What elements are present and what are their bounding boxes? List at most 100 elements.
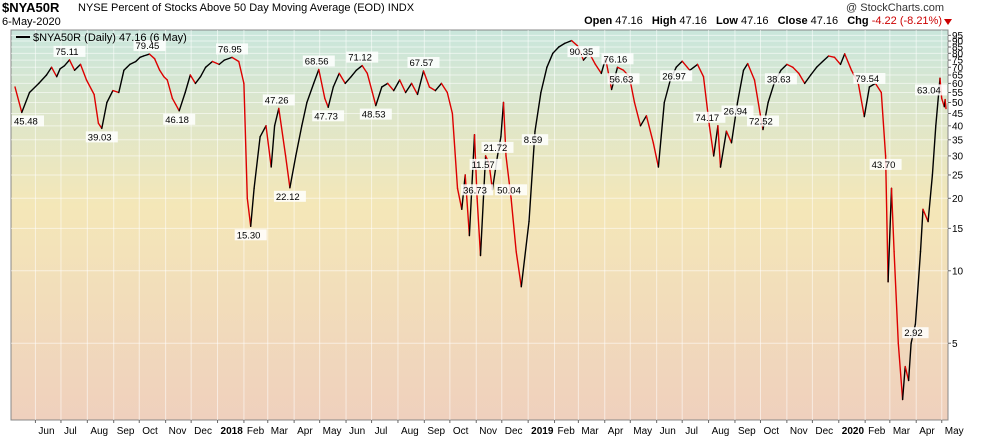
y-tick-label: 20	[952, 194, 964, 205]
x-tick-label: Mar	[581, 426, 599, 437]
annotation-box	[163, 113, 196, 125]
series-segment	[689, 63, 699, 72]
annotation-box	[359, 108, 392, 120]
y-tick-label: 60	[952, 79, 964, 90]
close-value: 47.16	[810, 15, 839, 27]
series-segment	[708, 125, 715, 157]
series-segment	[675, 60, 683, 69]
x-tick-label: Apr	[608, 426, 624, 437]
series-segment	[416, 70, 425, 96]
series-segment	[931, 125, 937, 176]
annotation-label: 50.04	[497, 185, 521, 196]
series-segment	[45, 66, 53, 76]
series-segment	[681, 60, 691, 72]
series-segment	[381, 82, 389, 88]
series-segment	[153, 58, 161, 72]
series-segment	[101, 101, 108, 130]
series-segment	[767, 82, 775, 104]
y-tick-label: 65	[952, 71, 964, 82]
x-tick-label: Jul	[64, 426, 77, 437]
x-tick-label: 2020	[842, 426, 865, 437]
x-tick-label: May	[323, 426, 342, 437]
annotation-label: 63.04	[917, 85, 941, 96]
annotation-box	[302, 55, 335, 67]
series-segment	[833, 56, 842, 66]
series-segment	[350, 69, 357, 78]
annotation-box	[216, 43, 248, 55]
series-segment	[904, 365, 910, 382]
series-segment	[199, 66, 207, 78]
series-segment	[747, 62, 756, 81]
series-segment	[890, 187, 895, 253]
series-segment	[318, 68, 326, 100]
x-tick-label: Feb	[247, 426, 265, 437]
x-tick-label: May	[633, 426, 652, 437]
series-segment	[106, 89, 114, 104]
series-segment	[476, 197, 482, 257]
series-segment	[184, 74, 192, 94]
series-segment	[259, 125, 267, 138]
annotation-box	[234, 229, 267, 241]
series-segment	[68, 59, 76, 72]
annotation-box	[567, 46, 600, 58]
series-segment	[129, 60, 137, 66]
annotation-box	[915, 84, 947, 96]
series-segment	[510, 197, 517, 253]
series-segment	[821, 55, 830, 63]
series-segment	[399, 79, 407, 94]
annotations: 45.48 75.11 39.03 79.45 46.18 76.95 15.30 47.26…	[12, 40, 947, 339]
series-segment	[189, 74, 197, 85]
series-segment	[371, 91, 377, 107]
series-segment	[786, 63, 794, 69]
annotation-label: 26.97	[662, 71, 686, 82]
series-segment	[135, 56, 141, 63]
series-segment	[534, 91, 542, 132]
x-tick-label: Oct	[142, 426, 158, 437]
y-tick-label: 85	[952, 42, 964, 53]
series-segment	[85, 79, 95, 96]
series-segment	[324, 97, 329, 109]
chg-label: Chg	[847, 15, 869, 27]
x-tick-label: 2018	[221, 426, 244, 437]
series-segment	[284, 155, 291, 189]
series-segment	[893, 250, 899, 344]
series-segment	[844, 53, 853, 72]
series-segment	[725, 130, 733, 144]
series-segment	[552, 46, 560, 54]
ohlc-readout: Open 47.16 High 47.16 Low 47.16 Close 47…	[584, 15, 948, 27]
series-segment	[884, 155, 889, 283]
annotation-box	[607, 73, 640, 85]
series-segment	[332, 72, 340, 88]
annotation-label: 68.56	[305, 57, 329, 68]
series-segment	[520, 220, 530, 288]
y-tick-label: 35	[952, 135, 964, 146]
annotation-box	[12, 115, 44, 127]
x-tick-label: Aug	[401, 426, 419, 437]
x-tick-label: Aug	[712, 426, 730, 437]
series-segment	[558, 42, 566, 48]
series-segment	[148, 53, 156, 60]
series-segment	[616, 66, 625, 72]
series-segment	[218, 59, 226, 66]
chart-description: NYSE Percent of Stocks Above 50 Day Movi…	[78, 2, 415, 14]
annotation-label: 48.53	[362, 110, 386, 121]
annotation-box	[764, 73, 797, 85]
y-tick-label: 75	[952, 56, 964, 67]
plot-background	[10, 29, 949, 421]
annotation-label: 74.17	[695, 113, 719, 124]
series-segment	[839, 53, 846, 66]
series-segment	[306, 82, 315, 104]
series-segment	[366, 72, 374, 94]
series-segment	[874, 82, 882, 94]
high-label: High	[651, 15, 677, 27]
series-segment	[63, 59, 71, 67]
price-line	[14, 39, 947, 401]
annotation-label: 47.26	[265, 95, 289, 106]
annotation-label: 76.16	[604, 54, 628, 65]
series-segment	[914, 250, 922, 325]
series-segment	[907, 342, 912, 382]
series-segment	[944, 98, 947, 110]
annotation-box	[601, 53, 634, 65]
high-value: 47.16	[679, 15, 707, 27]
